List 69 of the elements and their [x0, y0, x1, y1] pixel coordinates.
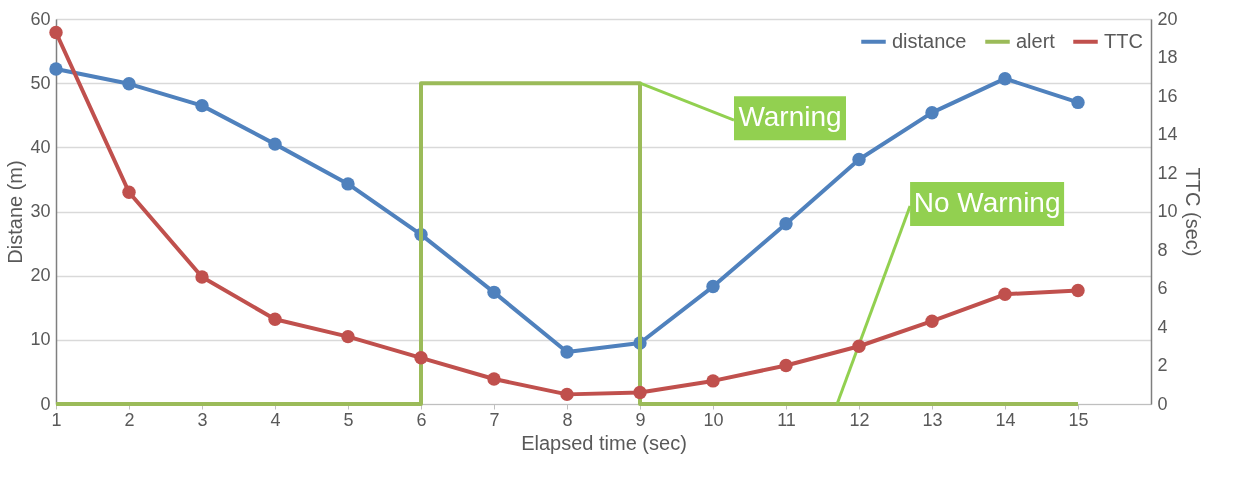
point	[341, 329, 355, 344]
y2-tick-label: 12	[1157, 162, 1178, 183]
point	[49, 62, 63, 76]
point	[706, 279, 720, 294]
point	[852, 152, 866, 167]
point	[779, 217, 793, 231]
point	[852, 339, 866, 353]
y2-tick-label: 6	[1157, 278, 1168, 298]
legend-label: TTC	[1104, 29, 1143, 52]
point	[998, 287, 1012, 301]
y2-tick-label: 8	[1157, 239, 1168, 260]
point	[779, 358, 793, 373]
x-tick-label: 1	[51, 409, 62, 430]
y-tick-label: 10	[30, 329, 51, 350]
y2-tick-label: 20	[1157, 8, 1178, 29]
x-tick-label: 7	[489, 409, 500, 430]
y2-tick-label: 18	[1157, 47, 1178, 67]
point	[706, 374, 720, 388]
point	[560, 345, 574, 359]
point	[1071, 95, 1085, 110]
x-tick-label: 4	[270, 409, 281, 430]
y-tick-label: 50	[30, 72, 51, 93]
point	[122, 185, 136, 199]
y-tick-label: 0	[40, 393, 51, 414]
x-tick-label: 3	[197, 409, 208, 430]
x-tick-label: 5	[343, 409, 354, 430]
point	[414, 351, 428, 365]
x-axis-title: Elapsed time (sec)	[521, 431, 687, 454]
point	[487, 372, 501, 386]
point	[195, 270, 209, 284]
point	[998, 71, 1012, 86]
y2-tick-label: 14	[1157, 124, 1178, 144]
x-tick-label: 10	[703, 409, 724, 430]
y2-tick-label: 0	[1157, 393, 1168, 414]
point	[925, 314, 939, 328]
point	[633, 385, 647, 400]
x-tick-label: 6	[416, 409, 427, 430]
y2-tick-label: 4	[1157, 316, 1168, 337]
point	[195, 98, 209, 113]
annotation: No Warning	[913, 187, 1061, 218]
legend-label: alert	[1016, 29, 1056, 52]
y2-axis-title: TTC (sec)	[1181, 167, 1204, 257]
x-tick-label: 13	[922, 409, 943, 430]
point	[268, 137, 282, 151]
x-tick-label: 14	[995, 409, 1016, 430]
y-tick-label: 30	[30, 201, 51, 221]
x-tick-label: 15	[1068, 409, 1089, 430]
annotation: Warning	[738, 101, 842, 133]
point	[1071, 283, 1085, 298]
point	[268, 312, 282, 326]
x-tick-label: 11	[777, 409, 796, 430]
y-tick-label: 60	[30, 8, 51, 29]
point	[341, 177, 355, 191]
y-axis-title: Distane (m)	[4, 160, 27, 264]
x-tick-label: 2	[124, 409, 135, 430]
point	[487, 285, 501, 300]
legend-label: distance	[892, 29, 967, 52]
point	[560, 387, 574, 402]
y-tick-label: 20	[30, 265, 51, 286]
point	[49, 25, 63, 40]
point	[122, 77, 136, 91]
x-tick-label: 9	[635, 409, 646, 430]
y2-tick-label: 16	[1157, 85, 1178, 106]
point	[925, 105, 939, 120]
x-tick-label: 8	[562, 409, 573, 430]
y2-tick-label: 2	[1157, 355, 1168, 375]
x-tick-label: 12	[849, 409, 870, 430]
y2-tick-label: 10	[1157, 201, 1178, 221]
y-tick-label: 40	[30, 136, 51, 157]
